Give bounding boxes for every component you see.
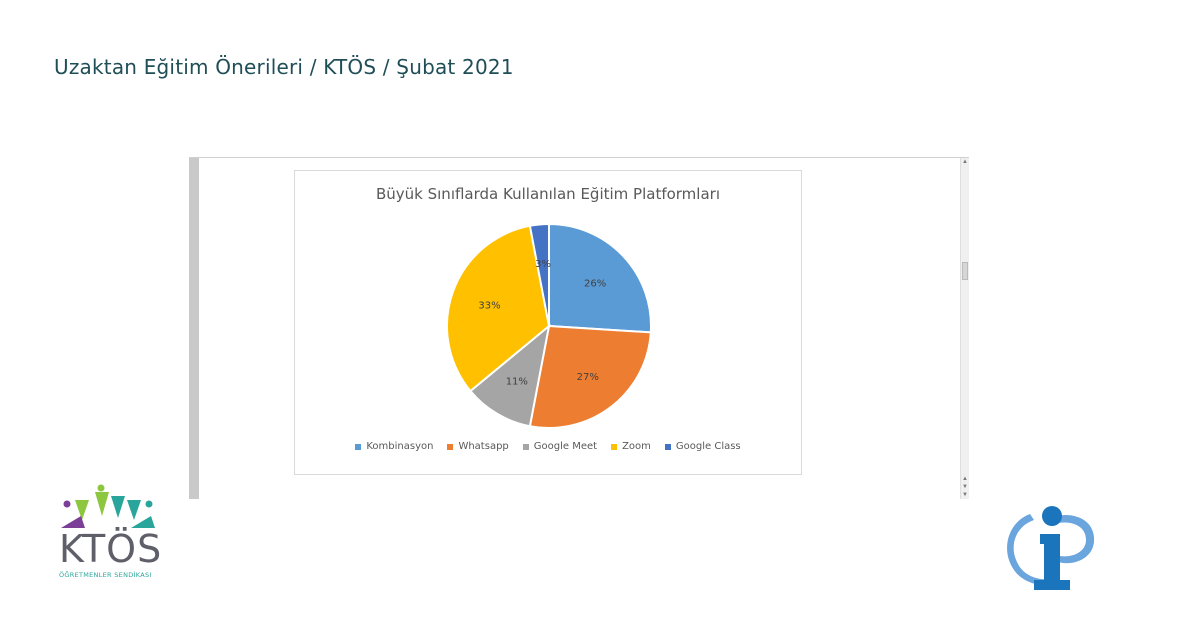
pie-slice-google-class xyxy=(528,222,550,327)
data-label: 33% xyxy=(478,301,500,312)
legend-label: Whatsapp xyxy=(458,441,509,452)
legend-label: Kombinasyon xyxy=(366,441,434,452)
pie-chart: Büyük Sınıflarda Kullanılan Eğitim Platf… xyxy=(294,170,802,475)
ktos-logo-emblem-icon xyxy=(61,484,155,528)
ktos-logo-text: KTÖS xyxy=(59,527,163,571)
page-title: Uzaktan Eğitim Önerileri / KTÖS / Şubat … xyxy=(54,55,514,79)
data-label: 27% xyxy=(577,372,599,383)
pie-chart-plot: 26% 27% 11% 33% 3% xyxy=(446,222,652,429)
legend-swatch xyxy=(664,443,671,450)
legend-swatch xyxy=(522,443,529,450)
pie-slice-zoom xyxy=(446,224,551,393)
scrollbar-thumb[interactable] xyxy=(962,262,968,280)
info-i-logo-icon xyxy=(1000,500,1100,596)
scroll-down-icon[interactable]: ▼ xyxy=(962,484,968,490)
legend-label: Google Meet xyxy=(533,441,598,452)
legend-item: Kombinasyon xyxy=(355,441,433,452)
chart-title: Büyük Sınıflarda Kullanılan Eğitim Platf… xyxy=(375,185,720,203)
data-label: 3% xyxy=(535,259,551,270)
legend-item: Google Class xyxy=(664,441,741,452)
legend-item: Zoom xyxy=(611,441,651,452)
data-label: 11% xyxy=(506,376,528,387)
legend-swatch xyxy=(355,443,362,450)
scroll-up-icon[interactable]: ▲ xyxy=(962,159,968,165)
data-label: 26% xyxy=(584,279,606,290)
vertical-scrollbar[interactable]: ▲ ▲ ▼ ▼ xyxy=(960,158,969,499)
chart-legend: Kombinasyon Whatsapp Google Meet Zoom Google… xyxy=(295,441,801,452)
pie-slice-google-meet xyxy=(468,323,551,428)
ktos-logo-subtitle: ÖĞRETMENLER SENDİKASI xyxy=(59,571,152,579)
pie-slice-kombinasyon xyxy=(548,222,652,334)
legend-item: Google Meet xyxy=(522,441,598,452)
document-left-margin xyxy=(189,158,199,499)
legend-swatch xyxy=(447,443,454,450)
legend-label: Google Class xyxy=(675,441,741,452)
scroll-page-up-icon[interactable]: ▲ xyxy=(962,476,968,482)
legend-label: Zoom xyxy=(622,441,651,452)
legend-item: Whatsapp xyxy=(447,441,509,452)
scroll-page-down-icon[interactable]: ▼ xyxy=(962,492,968,498)
pie-slice-whatsapp xyxy=(528,324,652,429)
ktos-logo: KTÖS ÖĞRETMENLER SENDİKASI xyxy=(55,482,165,582)
legend-swatch xyxy=(611,443,618,450)
